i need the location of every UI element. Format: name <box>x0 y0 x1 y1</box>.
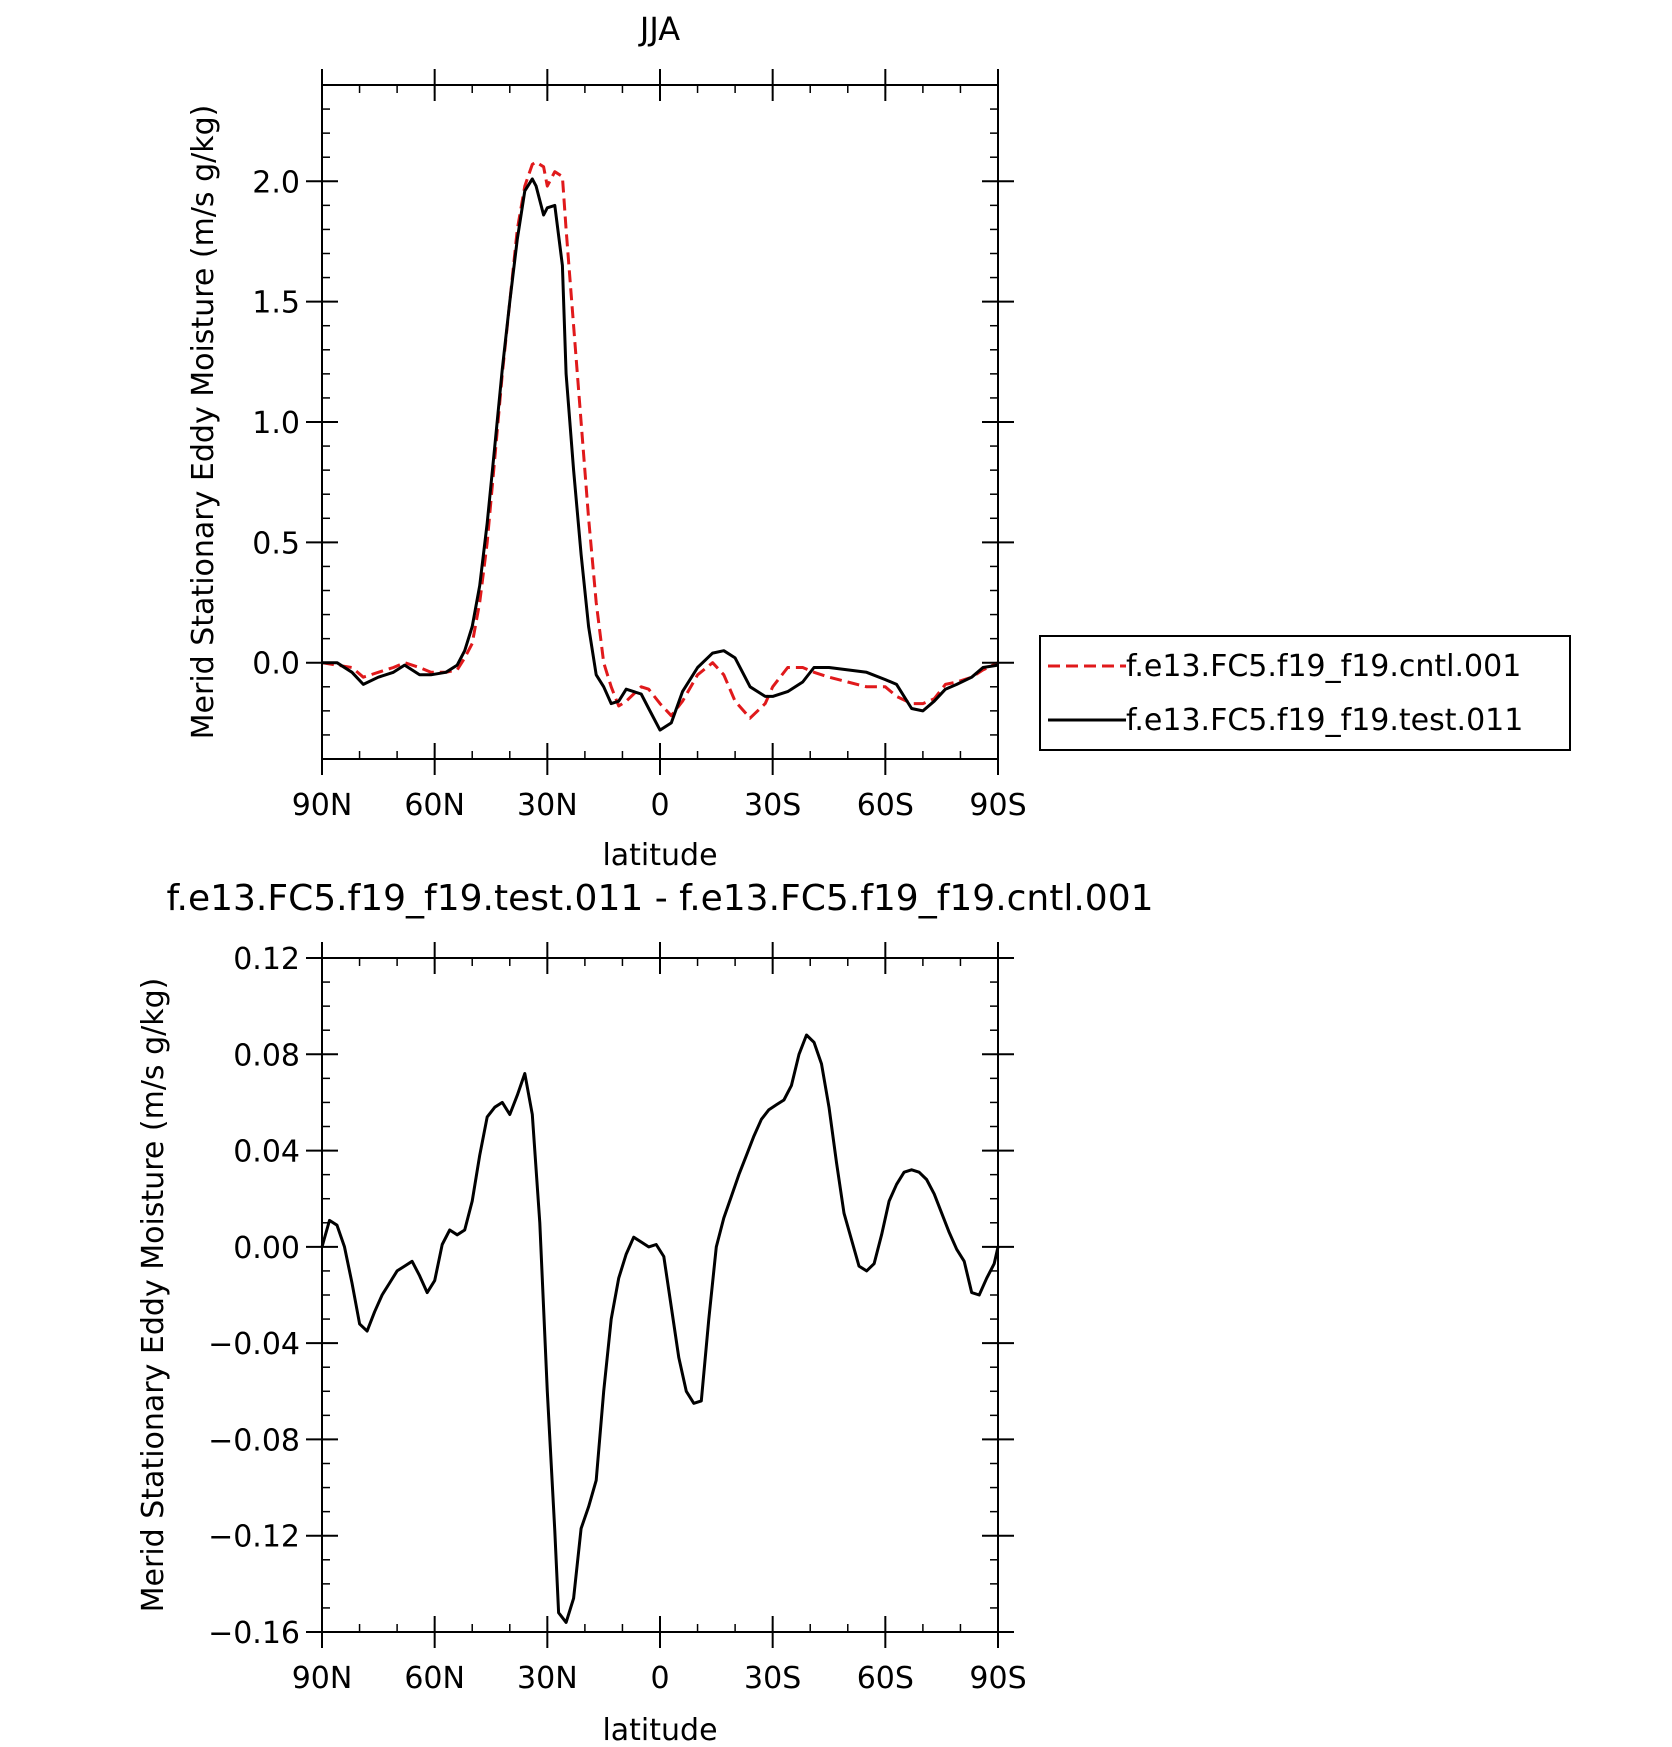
legend-box <box>1039 635 1571 751</box>
top-series-line-0 <box>321 160 999 720</box>
top-x-tick-label: 60N <box>404 788 465 823</box>
legend-entry-cntl: f.e13.FC5.f19_f19.cntl.001 <box>1048 649 1521 684</box>
bottom-y-tick-label: −0.12 <box>208 1520 300 1555</box>
legend-label-cntl: f.e13.FC5.f19_f19.cntl.001 <box>1126 649 1521 684</box>
top-x-tick-label: 90N <box>292 788 353 823</box>
top-y-tick-label: 0.0 <box>252 647 300 682</box>
top-y-tick-label: 2.0 <box>252 165 300 200</box>
bottom-x-tick-label: 0 <box>650 1661 669 1696</box>
bottom-y-tick-label: −0.04 <box>208 1327 300 1362</box>
top-y-tick-label: 1.5 <box>252 286 300 321</box>
top-x-tick-label: 30S <box>744 788 801 823</box>
bottom-y-tick-label: 0.04 <box>233 1135 300 1170</box>
bottom-chart-title: f.e13.FC5.f19_f19.test.011 - f.e13.FC5.f… <box>166 878 1153 919</box>
bottom-series-line-0 <box>320 1033 1000 1624</box>
top-x-tick-label: 90S <box>969 788 1026 823</box>
top-chart-ylabel: Merid Stationary Eddy Moisture (m/s g/kg… <box>186 105 221 740</box>
top-y-tick-label: 0.5 <box>252 526 300 561</box>
bottom-x-tick-label: 30N <box>517 1661 578 1696</box>
legend: f.e13.FC5.f19_f19.cntl.001 f.e13.FC5.f19… <box>1039 635 1571 751</box>
bottom-y-tick-label: −0.08 <box>208 1423 300 1458</box>
top-series-line-1 <box>322 177 999 732</box>
top-x-tick-label: 60S <box>857 788 914 823</box>
top-y-tick-label: 1.0 <box>252 406 300 441</box>
bottom-x-tick-label: 90S <box>969 1661 1026 1696</box>
bottom-chart-frame <box>321 957 999 1633</box>
bottom-x-tick-label: 30S <box>744 1661 801 1696</box>
bottom-chart-ylabel: Merid Stationary Eddy Moisture (m/s g/kg… <box>136 978 171 1613</box>
bottom-y-tick-label: 0.12 <box>233 942 300 977</box>
legend-label-test: f.e13.FC5.f19_f19.test.011 <box>1126 703 1523 738</box>
bottom-chart-xlabel: latitude <box>602 1713 717 1747</box>
bottom-x-tick-label: 90N <box>292 1661 353 1696</box>
bottom-chart-panel: f.e13.FC5.f19_f19.test.011 - f.e13.FC5.f… <box>136 878 1154 1747</box>
top-chart-title: JJA <box>638 10 680 48</box>
top-chart-frame <box>321 84 999 760</box>
bottom-y-tick-label: −0.16 <box>208 1616 300 1651</box>
top-x-tick-label: 30N <box>517 788 578 823</box>
bottom-y-tick-label: 0.08 <box>233 1038 300 1073</box>
top-x-tick-label: 0 <box>650 788 669 823</box>
bottom-x-tick-label: 60S <box>857 1661 914 1696</box>
top-chart-panel: JJA 0.0 0.5 1.0 1.5 2.0 90N 60N 30N 0 30S 60S 90S l… <box>186 10 1571 873</box>
bottom-y-tick-label: 0.00 <box>233 1231 300 1266</box>
top-chart-xlabel: latitude <box>602 838 717 873</box>
legend-entry-test: f.e13.FC5.f19_f19.test.011 <box>1048 703 1523 738</box>
bottom-x-tick-label: 60N <box>404 1661 465 1696</box>
